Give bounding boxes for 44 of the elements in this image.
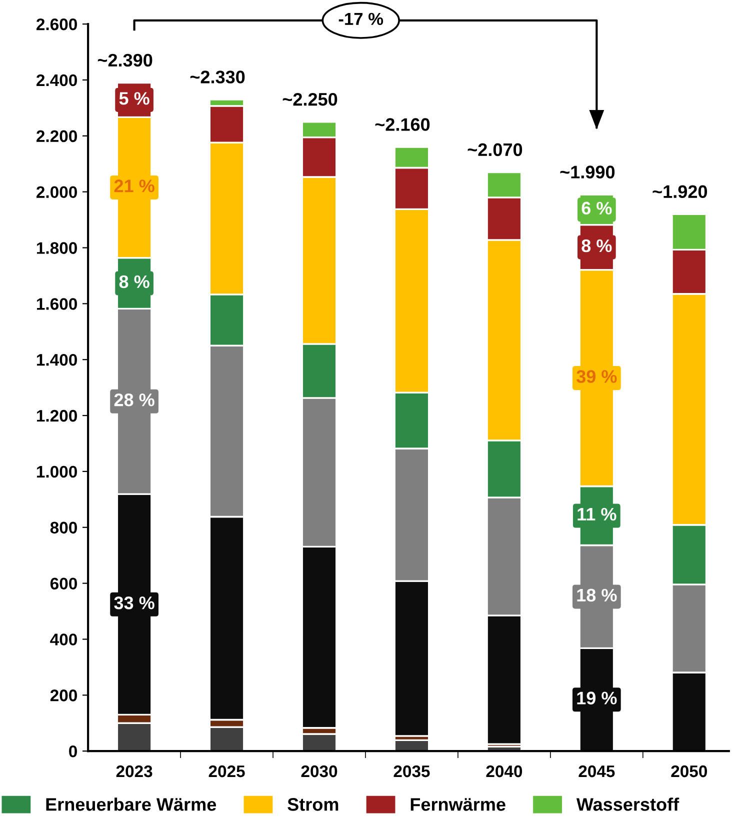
x-tick-label: 2023 — [116, 765, 152, 778]
annotation: 5 % — [119, 92, 150, 105]
annotation: 28 % — [114, 393, 154, 406]
annotation: 19 % — [577, 692, 617, 704]
annotation: 39 % — [576, 370, 617, 383]
total-label: ~2.160 — [375, 118, 430, 131]
total-label: ~2.330 — [190, 70, 245, 84]
legend-label: Strom — [288, 798, 338, 811]
annotation: 18 % — [577, 588, 617, 602]
annotation: 8 % — [582, 239, 612, 252]
legend-label: Erneuerbare Wärme — [46, 798, 216, 811]
y-tick-label: 200 — [50, 690, 77, 702]
x-tick-label: 2045 — [578, 765, 615, 778]
total-label: ~1.920 — [652, 185, 708, 198]
x-tick-label: 2025 — [208, 765, 245, 778]
y-tick-label: 1.600 — [36, 298, 77, 310]
y-tick-label: 1.400 — [36, 354, 77, 366]
annotation: 8 % — [119, 275, 150, 288]
y-tick-label: 800 — [50, 522, 77, 534]
x-tick-label: 2050 — [671, 765, 707, 778]
legend-label: Wasserstoff — [576, 798, 680, 811]
annotation: 33 % — [114, 596, 154, 610]
y-tick-label: 1.200 — [36, 410, 77, 422]
y-tick-label: 1.000 — [36, 466, 77, 478]
y-tick-label: 2.400 — [36, 74, 77, 86]
y-tick-label: 1.800 — [36, 242, 77, 254]
x-tick-label: 2035 — [394, 765, 430, 778]
legend-label: Fernwärme — [410, 798, 506, 811]
annotation: -17 % — [338, 12, 384, 26]
total-label: ~2.250 — [282, 92, 338, 106]
annotation: 6 % — [582, 202, 612, 215]
annotation: 11 % — [578, 508, 616, 521]
y-tick-label: 400 — [50, 634, 77, 646]
y-tick-label: 2.200 — [36, 130, 77, 142]
annotation: 21 % — [114, 180, 154, 192]
y-tick-label: 0 — [69, 745, 77, 758]
total-label: ~2.390 — [98, 54, 152, 67]
total-label: ~1.990 — [560, 166, 615, 178]
x-tick-label: 2040 — [486, 765, 522, 778]
y-tick-label: 2.600 — [36, 18, 77, 30]
y-tick-label: 2.000 — [36, 186, 77, 198]
y-tick-label: 600 — [50, 578, 77, 590]
total-label: ~2.070 — [468, 143, 522, 156]
x-tick-label: 2030 — [301, 765, 338, 778]
